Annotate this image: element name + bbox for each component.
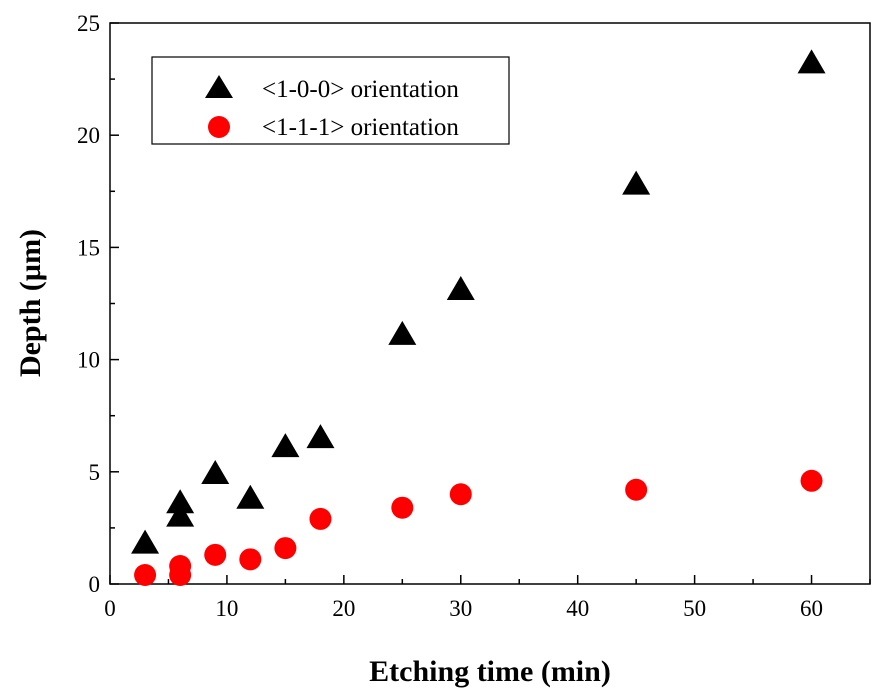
y-tick-label: 0 — [89, 572, 101, 597]
data-marks — [131, 49, 826, 587]
triangle-point-100 — [388, 320, 417, 345]
triangle-point-100 — [166, 489, 195, 514]
circle-point-111 — [625, 478, 648, 501]
x-tick-label: 20 — [332, 596, 355, 621]
axis-ticks: 0 10 20 30 40 50 60 0 5 10 15 20 25 — [77, 11, 871, 621]
x-tick-label: 0 — [104, 596, 116, 621]
circle-point-111 — [800, 469, 823, 492]
y-tick-label: 5 — [89, 460, 101, 485]
x-tick-label: 60 — [800, 596, 823, 621]
x-axis-title: Etching time (min) — [369, 655, 611, 688]
legend: <1-0-0> orientation <1-1-1> orientation — [151, 56, 510, 145]
triangle-point-100 — [446, 276, 475, 301]
triangle-point-100 — [271, 433, 300, 458]
legend-triangle-marker — [205, 75, 233, 98]
x-tick-label: 50 — [683, 596, 706, 621]
y-tick-label: 15 — [77, 235, 100, 260]
triangle-point-100 — [131, 529, 160, 554]
circle-point-111 — [239, 548, 262, 571]
circle-point-111 — [449, 483, 472, 506]
triangle-point-100 — [622, 170, 651, 195]
triangle-point-100 — [306, 424, 335, 449]
legend-label-100: <1-0-0> orientation — [262, 76, 459, 103]
legend-label-111: <1-1-1> orientation — [262, 114, 459, 141]
y-tick-label: 20 — [77, 123, 100, 148]
triangle-point-100 — [166, 502, 195, 527]
circle-point-111 — [309, 507, 332, 530]
triangle-point-100 — [797, 49, 826, 74]
circle-point-111 — [169, 564, 192, 587]
y-tick-label: 25 — [77, 11, 100, 36]
y-tick-label: 10 — [77, 348, 100, 373]
x-tick-label: 10 — [215, 596, 238, 621]
triangle-point-100 — [201, 460, 230, 485]
triangle-point-100 — [236, 484, 265, 509]
circle-point-111 — [391, 496, 414, 519]
x-tick-label: 40 — [566, 596, 589, 621]
legend-circle-marker — [208, 116, 230, 138]
y-axis-title: Depth (µm) — [14, 229, 47, 377]
circle-point-111 — [204, 543, 227, 566]
circle-point-111 — [134, 564, 157, 587]
circle-point-111 — [274, 537, 297, 560]
x-tick-label: 30 — [449, 596, 472, 621]
